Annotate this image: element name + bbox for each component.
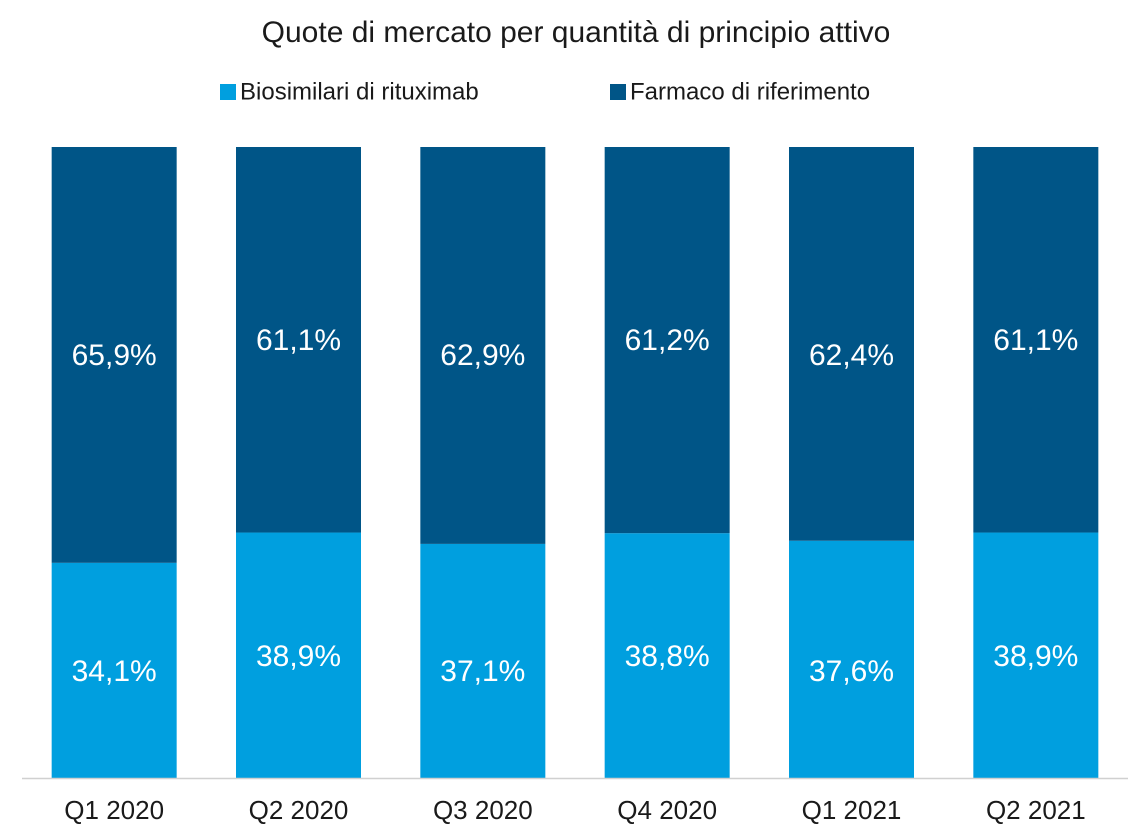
x-tick-label: Q2 2020 <box>249 795 349 825</box>
legend-swatch <box>220 84 236 100</box>
x-tick-label: Q3 2020 <box>433 795 533 825</box>
data-label: 34,1% <box>72 655 157 688</box>
data-label: 38,8% <box>625 640 710 673</box>
data-label: 37,6% <box>809 655 894 688</box>
data-label: 38,9% <box>256 640 341 673</box>
bar-segment <box>789 147 914 541</box>
bar-segment <box>51 147 177 563</box>
bar-segment <box>789 540 914 778</box>
x-tick-label: Q4 2020 <box>617 795 717 825</box>
bar-segment <box>604 533 730 778</box>
bar-segment <box>236 147 361 533</box>
data-label: 61,1% <box>993 324 1078 357</box>
data-label: 61,1% <box>256 324 341 357</box>
chart-title: Quote di mercato per quantità di princip… <box>262 16 891 49</box>
bar-segment <box>973 532 1099 778</box>
bar-segment <box>420 543 546 778</box>
bar-segment <box>420 147 546 544</box>
data-label: 62,9% <box>440 339 525 372</box>
bar-segment <box>51 562 177 778</box>
bar-segment <box>236 532 361 778</box>
legend-label: Farmaco di riferimento <box>630 78 870 105</box>
legend-swatch <box>610 84 626 100</box>
data-label: 65,9% <box>72 339 157 372</box>
x-tick-label: Q1 2020 <box>64 795 164 825</box>
data-label: 61,2% <box>625 324 710 357</box>
data-label: 62,4% <box>809 339 894 372</box>
x-tick-label: Q2 2021 <box>986 795 1086 825</box>
data-label: 38,9% <box>993 640 1078 673</box>
bar-segment <box>604 147 730 534</box>
legend-label: Biosimilari di rituximab <box>240 78 479 105</box>
data-label: 37,1% <box>440 655 525 688</box>
bar-segment <box>973 147 1099 533</box>
x-tick-label: Q1 2021 <box>802 795 902 825</box>
